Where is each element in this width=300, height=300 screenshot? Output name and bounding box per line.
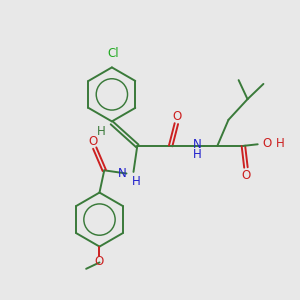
Text: O: O (172, 110, 182, 123)
Text: H: H (132, 175, 141, 188)
Text: H: H (193, 148, 201, 161)
Text: Cl: Cl (108, 47, 119, 60)
Text: O: O (94, 255, 104, 268)
Text: O: O (88, 135, 98, 148)
Text: N: N (193, 138, 201, 151)
Text: O: O (241, 169, 250, 182)
Text: H: H (97, 125, 106, 138)
Text: O: O (262, 136, 272, 149)
Text: H: H (276, 136, 284, 149)
Text: N: N (118, 167, 127, 180)
